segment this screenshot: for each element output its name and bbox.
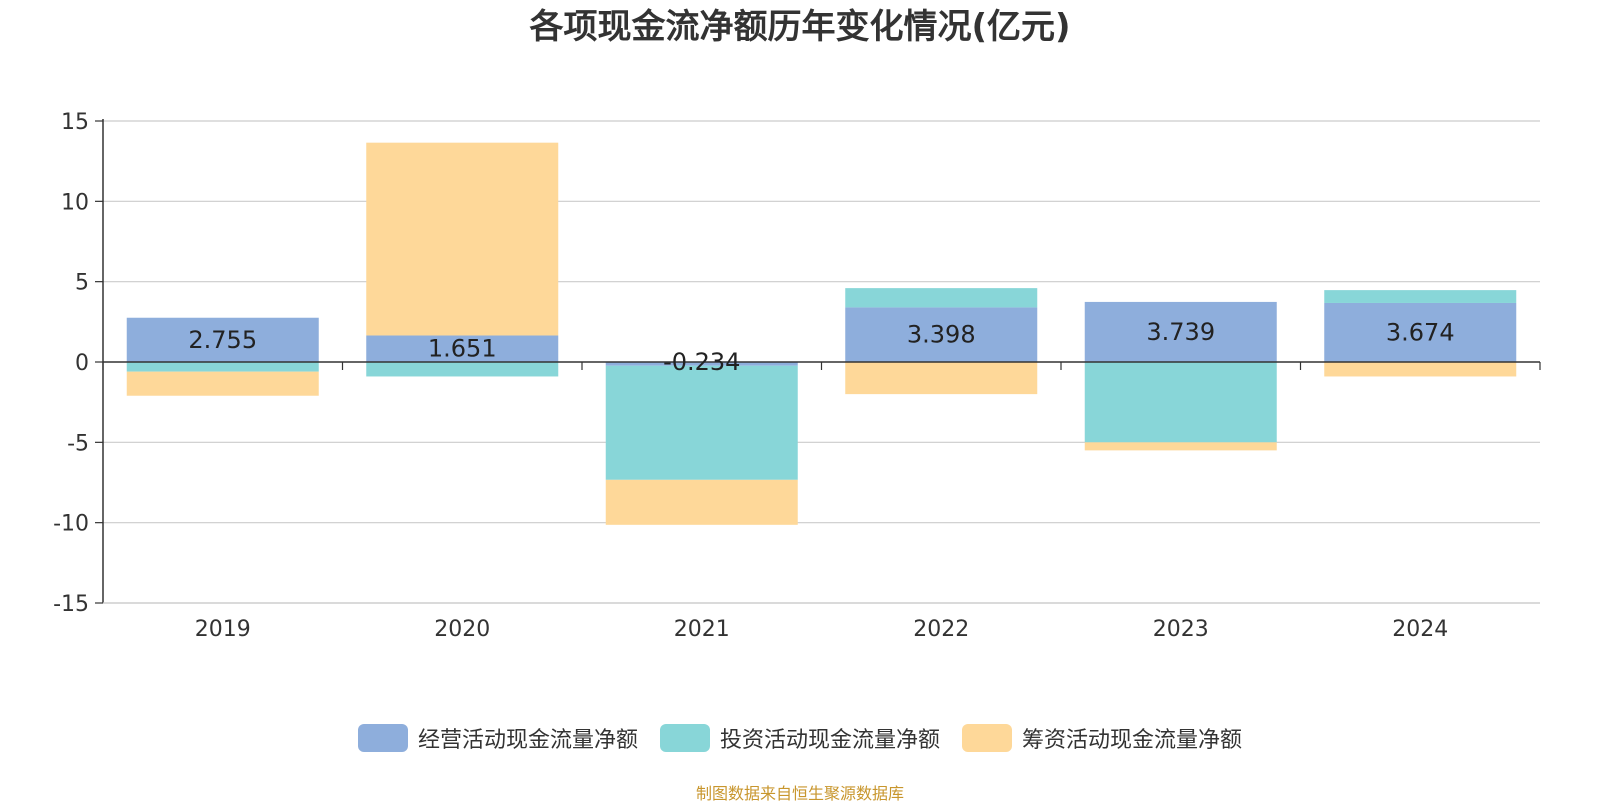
data-label: 1.651 [428,335,497,363]
bar-investing [126,362,319,372]
legend-swatch-operating [357,724,408,752]
bar-operating [366,335,559,362]
chart-plot: 15 10 5 0 -5 -10 -15 2.755 1.651 -0.234 3.398 3.739… [53,110,1541,642]
x-tick-label: 2023 [1153,617,1209,642]
bar-investing [605,365,798,480]
data-label: 3.739 [1146,318,1215,346]
legend-item-investing[interactable]: 投资活动现金流量净额 [659,722,940,754]
bar-operating [845,307,1038,362]
y-tick-label: -15 [53,592,89,617]
legend-item-operating[interactable]: 经营活动现金流量净额 [357,722,638,754]
bar-financing [1084,442,1277,451]
y-tick-label: 15 [61,110,89,135]
bar-financing [1324,362,1517,377]
bar-operating [1324,302,1517,362]
legend-swatch-investing [659,724,710,752]
bar-operating [605,362,798,366]
bar-financing [605,479,798,525]
bar-financing [366,142,559,336]
legend-label-investing: 投资活动现金流量净额 [719,728,940,753]
y-tick-label: -10 [53,512,89,537]
bar-operating [126,317,319,362]
x-tick-label: 2024 [1392,617,1448,642]
bar-financing [126,371,319,396]
data-label: 2.755 [188,326,257,354]
x-tick-label: 2021 [674,617,730,642]
legend-label-financing: 筹资活动现金流量净额 [1022,728,1243,753]
source-note: 制图数据来自恒生聚源数据库 [695,784,904,803]
data-label: 3.674 [1386,318,1455,346]
bar-financing [845,362,1038,395]
data-label: -0.234 [663,348,740,376]
x-tick-label: 2019 [195,617,251,642]
bar-investing [1084,362,1277,443]
legend-label-operating: 经营活动现金流量净额 [417,728,638,753]
legend-swatch-financing [962,724,1012,752]
chart-title: 各项现金流净额历年变化情况(亿元) [529,7,1071,47]
legend-item-financing[interactable]: 筹资活动现金流量净额 [962,722,1242,754]
y-tick-label: 5 [75,271,89,296]
x-tick-label: 2022 [913,617,969,642]
bar-investing [366,362,559,377]
x-tick-label: 2020 [434,617,490,642]
bar-investing [845,288,1038,308]
y-tick-label: -5 [67,431,89,456]
legend: 经营活动现金流量净额 投资活动现金流量净额 筹资活动现金流量净额 [0,722,1600,754]
bar-investing [1324,290,1517,303]
data-label: 3.398 [907,321,976,349]
y-tick-label: 0 [75,351,89,376]
bar-operating [1084,301,1277,362]
y-tick-label: 10 [61,190,89,215]
